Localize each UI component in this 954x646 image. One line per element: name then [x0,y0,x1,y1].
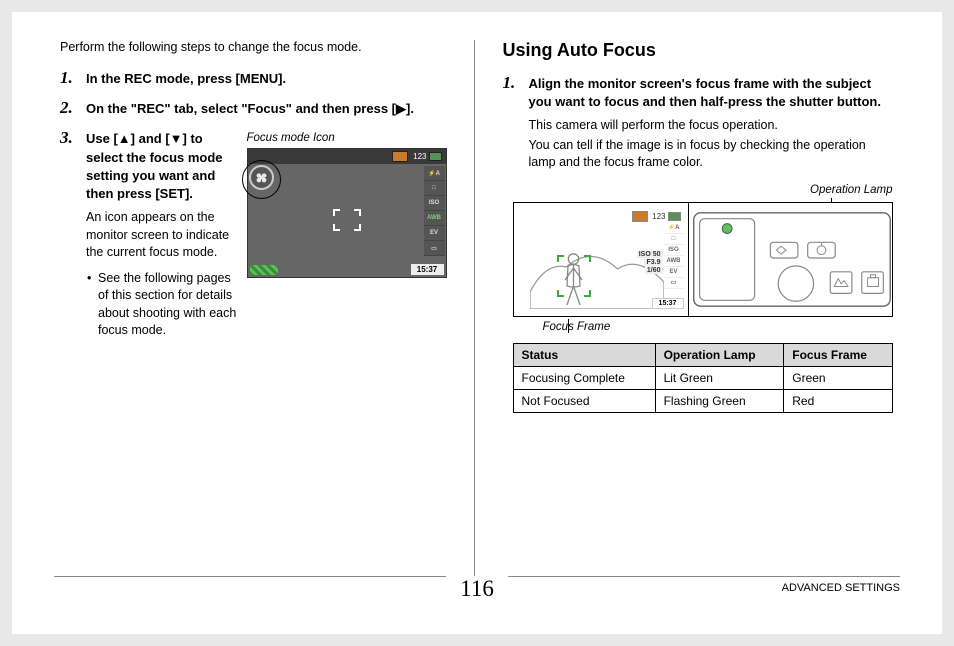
step-body: You can tell if the image is in focus by… [529,137,895,172]
steps-list: 1. In the REC mode, press [MENU]. 2. On … [60,70,452,340]
callout-ring-icon [242,160,281,199]
col-frame: Focus Frame [784,343,892,366]
content-columns: Perform the following steps to change th… [54,40,900,576]
cell-frame: Red [784,389,892,412]
page-number: 116 [446,576,508,602]
step3-text: Use [▲] and [▼] to select the focus mode… [86,130,237,339]
lcd-icon: ISO [424,196,445,211]
autofocus-figure: 123 [513,202,893,317]
step-number: 2. [60,98,73,118]
bullet-item: See the following pages of this section … [98,270,237,340]
top-count: 123 [413,152,441,161]
lcd-time: 15:37 [652,298,684,309]
corner-icon [333,224,340,231]
corner-icon [333,209,340,216]
section-heading: Using Auto Focus [503,40,895,61]
step-2: 2. On the "REC" tab, select "Focus" and … [60,100,452,118]
page-footer: 116 ADVANCED SETTINGS [54,576,900,614]
lcd-icon: AWB [424,211,445,226]
step-title: Align the monitor screen's focus frame w… [529,75,895,111]
focus-frame-green [557,255,591,297]
shutter-value: 1/60 [645,267,663,274]
intro-text: Perform the following steps to change th… [60,40,452,54]
table-header-row: Status Operation Lamp Focus Frame [513,343,892,366]
af-lcd-inner: 123 [530,210,684,309]
af-icon-strip: ⚡A □ ISO AWB EV ▭ [664,223,684,289]
green-square-icon [429,152,442,161]
lcd-icon: ⚡A [424,166,445,181]
step-title: On the "REC" tab, select "Focus" and the… [86,100,452,118]
lcd-icon: ISO [664,245,684,256]
corner-icon [557,290,564,297]
step-body: This camera will perform the focus opera… [529,117,895,135]
callout-line-icon [568,319,569,333]
lcd-icon: AWB [664,256,684,267]
right-column: Using Auto Focus 1. Align the monitor sc… [479,40,901,576]
manual-page: Perform the following steps to change th… [12,12,942,634]
step-3: 3. Use [▲] and [▼] to select the focus m… [60,130,452,339]
lcd-icon: EV [664,267,684,278]
iso-value: ISO 50 [637,251,663,258]
figure-label: Focus mode Icon [247,132,452,144]
cell-lamp: Lit Green [655,366,784,389]
col-lamp: Operation Lamp [655,343,784,366]
lcd-icon: □ [424,181,445,196]
lcd-icon: □ [664,234,684,245]
corner-icon [354,209,361,216]
af-topbar: 123 [530,210,684,223]
cell-status: Focusing Complete [513,366,655,389]
status-table: Status Operation Lamp Focus Frame Focusi… [513,343,893,413]
corner-icon [584,290,591,297]
exposure-values: ISO 50 F3.9 1/60 [637,251,663,275]
corner-icon [584,255,591,262]
col-status: Status [513,343,655,366]
table-row: Not Focused Flashing Green Red [513,389,892,412]
green-square-icon [668,212,681,221]
step-1: 1. In the REC mode, press [MENU]. [60,70,452,88]
top-count: 123 [652,212,680,221]
focus-frame-label: Focus Frame [513,321,895,333]
step-title: Use [▲] and [▼] to select the focus mode… [86,130,237,203]
af-lcd: 123 [514,203,689,316]
af-scene: ISO 50 F3.9 1/60 ⚡A □ ISO AWB EV [530,223,684,309]
table-row: Focusing Complete Lit Green Green [513,366,892,389]
orange-icon [392,151,408,162]
lcd-icon: ⚡A [664,223,684,234]
cell-status: Not Focused [513,389,655,412]
step-number: 1. [60,68,73,88]
battery-icon [250,265,278,275]
left-column: Perform the following steps to change th… [54,40,470,576]
lcd-icon: ▭ [664,278,684,289]
camera-body-illustration [689,203,892,316]
lcd-time: 15:37 [411,264,444,275]
lcd-icon: ▭ [424,241,445,256]
corner-icon [557,255,564,262]
aperture-value: F3.9 [644,259,662,266]
step-number: 1. [503,73,516,93]
op-lamp-label: Operation Lamp [513,184,893,196]
af-step-1: 1. Align the monitor screen's focus fram… [503,75,895,172]
lcd-topbar: 123 [248,149,446,164]
step-title: In the REC mode, press [MENU]. [86,70,452,88]
focus-frame [333,209,361,231]
lcd-icon: EV [424,226,445,241]
step-bullet-list: See the following pages of this section … [86,270,237,340]
cell-frame: Green [784,366,892,389]
orange-icon [632,211,648,222]
cell-lamp: Flashing Green [655,389,784,412]
af-figure-block: Operation Lamp 123 [513,184,895,413]
focus-mode-figure: Focus mode Icon 123 [247,130,452,339]
corner-icon [354,224,361,231]
step-number: 3. [60,128,73,148]
step3-row: Use [▲] and [▼] to select the focus mode… [86,130,452,339]
lcd-icon-strip: ⚡A □ ISO AWB EV ▭ [424,166,445,256]
af-steps-list: 1. Align the monitor screen's focus fram… [503,75,895,172]
column-divider [474,40,475,576]
lcd-screenshot: 123 ⚡A □ ISO AWB EV [247,148,447,278]
step-body: An icon appears on the monitor screen to… [86,209,237,262]
section-label: ADVANCED SETTINGS [772,582,900,594]
